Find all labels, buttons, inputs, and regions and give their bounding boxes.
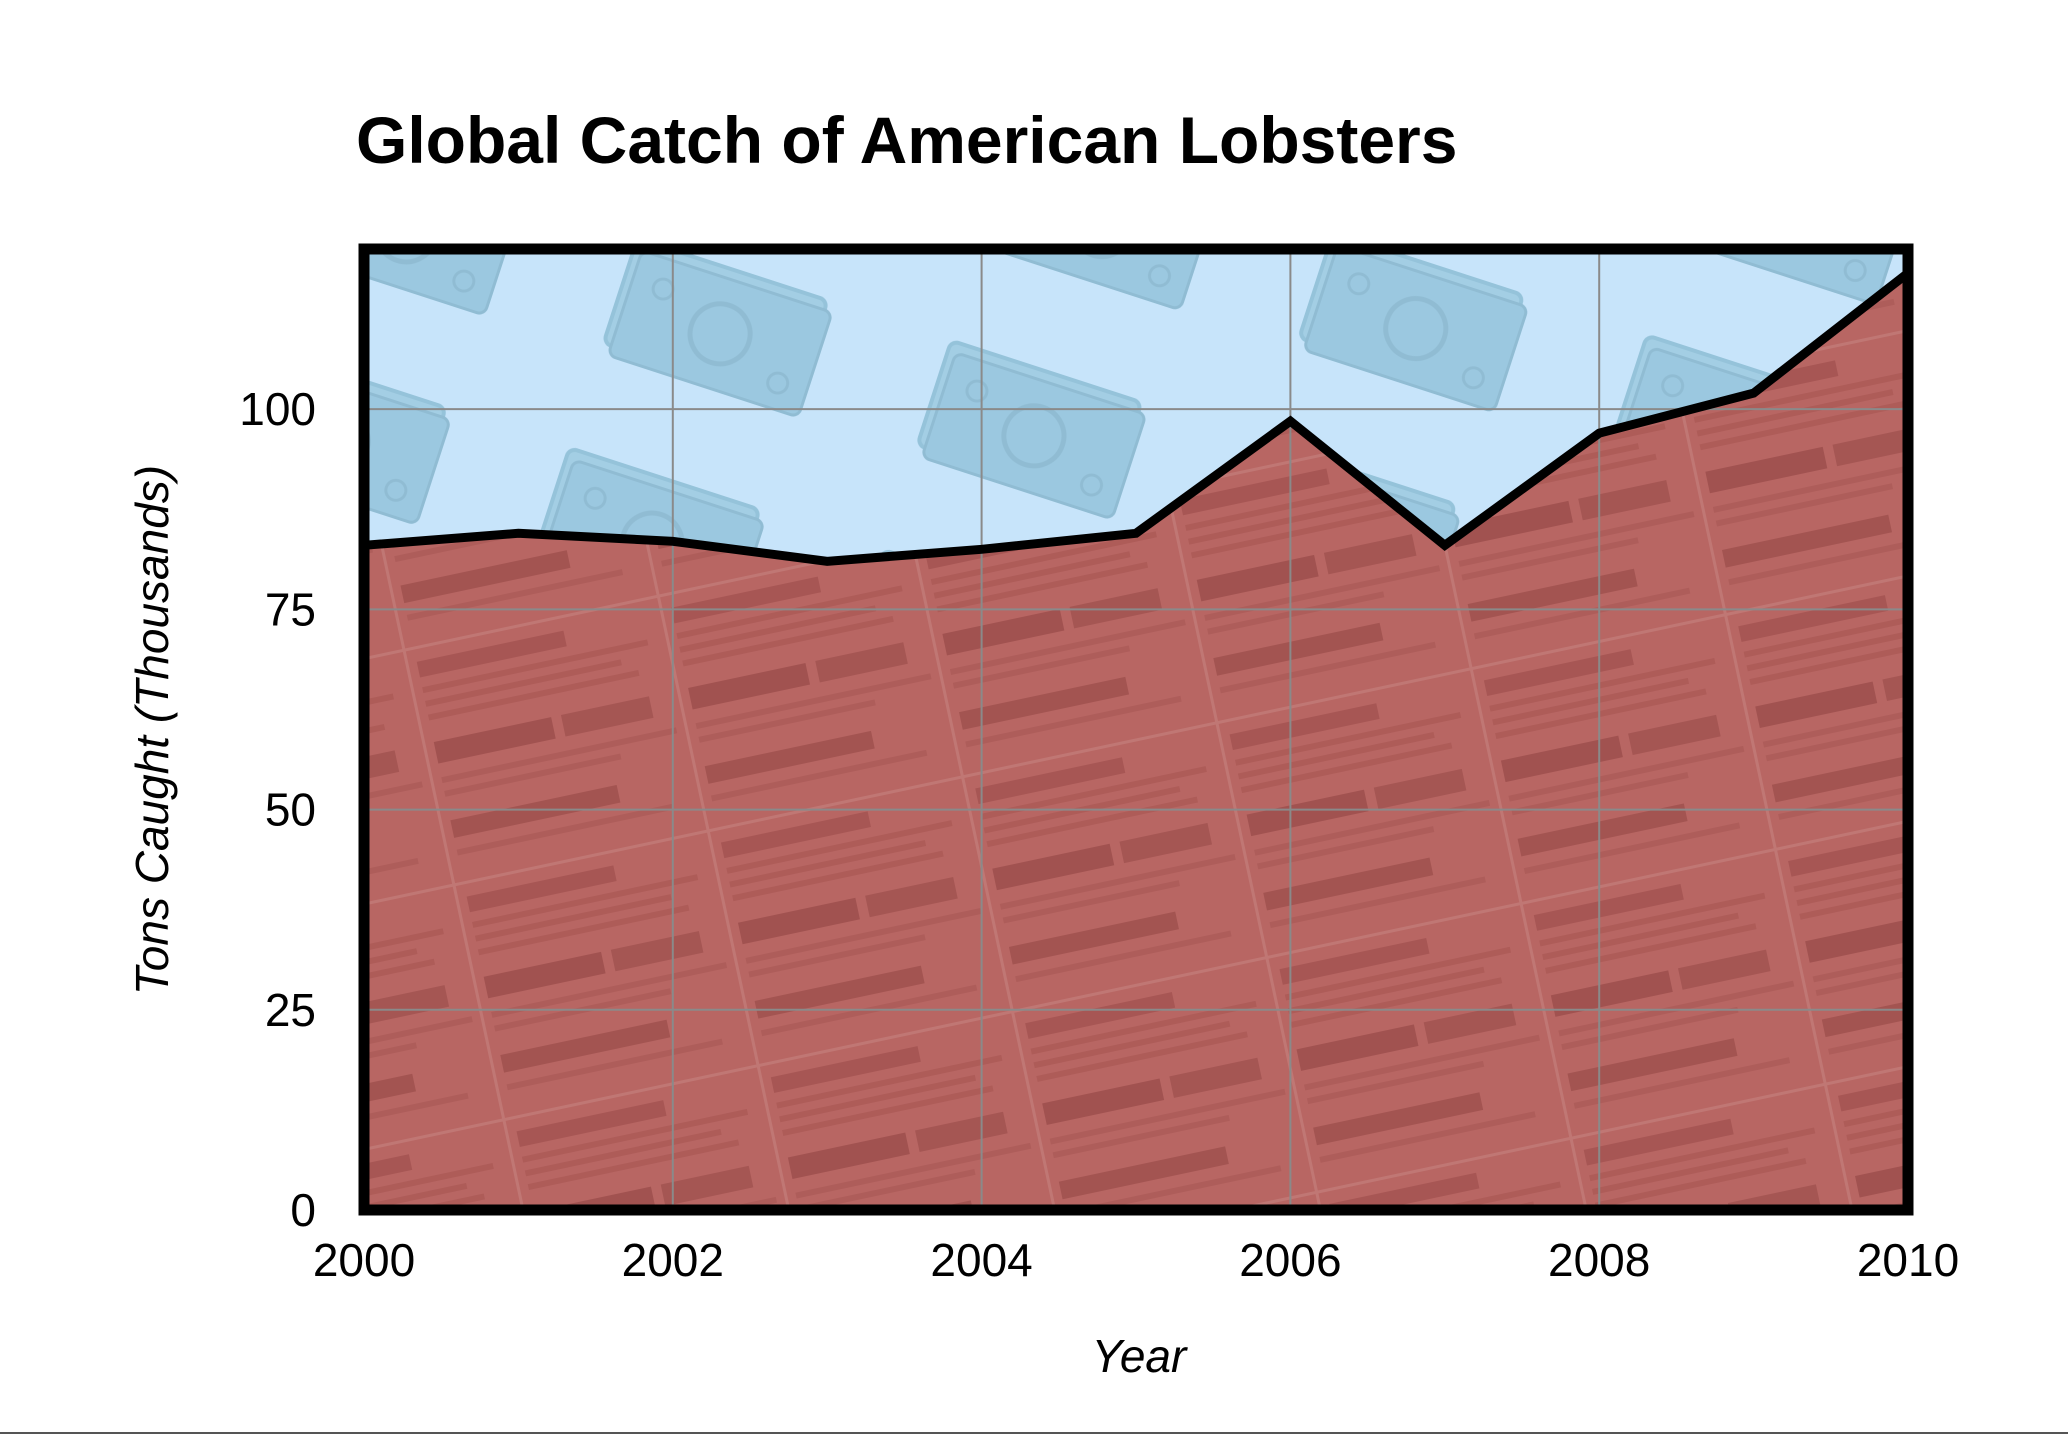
series-line [363,269,1911,566]
x-axis-label: Year [1092,1330,1188,1382]
area-group [364,273,1908,1210]
chart-title: Global Catch of American Lobsters [356,103,1457,177]
x-tick-label: 2010 [1857,1234,1959,1286]
x-tick-labels: 2000 2002 2004 2006 2008 2010 [313,1234,1959,1286]
x-tick-label: 2006 [1239,1234,1341,1286]
area-layer [364,273,1908,1210]
y-tick-label: 75 [265,583,316,635]
y-axis-label: Tons Caught (Thousands) [126,465,178,995]
y-tick-label: 100 [239,383,316,435]
y-tick-label: 0 [290,1184,316,1236]
line-layer [363,269,1911,566]
y-tick-label: 50 [265,784,316,836]
plot-frame-layer [358,243,1914,1216]
x-tick-label: 2000 [313,1234,415,1286]
x-tick-label: 2008 [1548,1234,1650,1286]
newspaper-pattern-fill [364,273,1908,1210]
x-tick-label: 2002 [622,1234,724,1286]
page-bottom-rule [0,1432,2068,1434]
x-tick-label: 2004 [930,1234,1032,1286]
y-tick-label: 25 [265,984,316,1036]
y-tick-labels: 0 25 50 75 100 [239,383,316,1236]
plot-frame [358,243,1914,1216]
